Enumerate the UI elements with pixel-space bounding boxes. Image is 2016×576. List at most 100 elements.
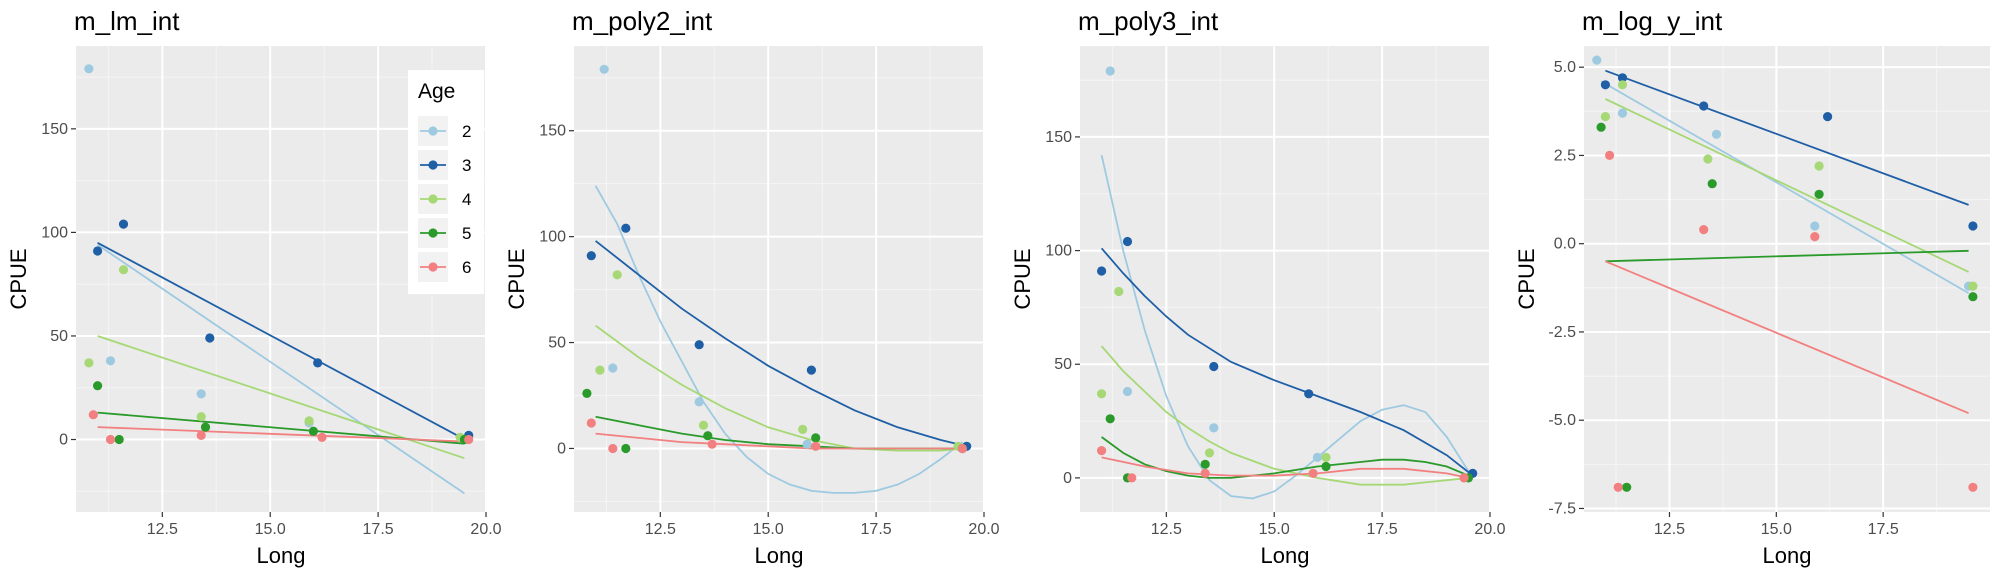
plot-background (1584, 46, 1990, 512)
panel-title: m_poly2_int (572, 6, 713, 36)
point-age-4 (595, 365, 605, 375)
y-tick-label: 2.5 (1554, 147, 1576, 164)
point-age-5 (1707, 179, 1717, 189)
y-tick-label: 0 (59, 432, 68, 449)
legend-label: 6 (462, 258, 471, 277)
point-age-3 (1122, 236, 1133, 247)
legend-key-point (428, 228, 438, 238)
point-age-2 (1312, 452, 1322, 462)
point-age-5 (1814, 189, 1824, 199)
point-age-4 (84, 358, 94, 368)
point-age-6 (105, 434, 116, 445)
panel-title: m_poly3_int (1078, 6, 1219, 36)
series-layer (582, 64, 972, 494)
x-tick-label: 15.0 (255, 521, 286, 538)
fit-line-age-4 (595, 324, 963, 452)
legend-key-point (428, 126, 438, 136)
point-age-3 (586, 251, 596, 261)
point-age-4 (118, 265, 129, 275)
y-tick-label: 150 (1045, 129, 1072, 146)
point-age-6 (464, 434, 474, 445)
x-tick-label: 15.0 (1761, 521, 1792, 538)
point-age-2 (1592, 55, 1602, 65)
point-age-6 (1968, 482, 1978, 492)
point-age-4 (1321, 452, 1331, 462)
point-age-6 (957, 443, 968, 454)
x-tick-label: 17.5 (1868, 521, 1899, 538)
legend-key-point (428, 194, 438, 204)
fit-line-age-6 (1605, 260, 1969, 415)
point-age-6 (707, 439, 717, 449)
point-age-3 (694, 340, 704, 350)
legend-item-age-6: 6 (418, 252, 471, 282)
point-age-3 (1097, 266, 1107, 276)
point-age-3 (1699, 101, 1709, 111)
point-age-5 (811, 433, 821, 443)
x-axis-title: Long (1763, 543, 1812, 568)
legend-key-point (428, 160, 438, 170)
x-tick-label: 20.0 (470, 521, 501, 538)
point-age-2 (1105, 66, 1115, 76)
plot-background (1080, 46, 1490, 512)
point-age-2 (694, 397, 704, 407)
point-age-3 (205, 333, 215, 343)
fit-line-age-6 (1101, 456, 1469, 479)
y-tick-label: 50 (548, 335, 566, 352)
fit-line-age-2 (97, 244, 465, 495)
y-tick-label: 100 (1045, 243, 1072, 260)
point-age-4 (1600, 112, 1610, 122)
legend-label: 4 (462, 190, 471, 209)
point-age-5 (1596, 122, 1606, 132)
panel-logy: m_log_y_int 12.5 15.0 17.5 -7.5 -5.0 -2.5 0.0 2.… (1514, 6, 1990, 568)
x-tick-label: 20.0 (1474, 521, 1505, 538)
point-age-6 (1097, 446, 1107, 456)
point-age-4 (1617, 80, 1628, 90)
point-age-6 (1699, 225, 1709, 235)
point-age-5 (582, 388, 592, 398)
point-age-3 (806, 365, 817, 375)
point-age-6 (88, 410, 98, 420)
point-age-4 (1204, 448, 1215, 458)
point-age-5 (1968, 292, 1978, 302)
x-axis-title: Long (257, 543, 306, 568)
point-age-3 (1600, 80, 1610, 90)
y-axis-title: CPUE (1010, 248, 1035, 309)
point-age-5 (621, 443, 631, 454)
point-age-2 (1209, 423, 1219, 433)
fit-line-age-3 (1605, 69, 1969, 206)
legend: Age 2 3 4 5 6 (408, 70, 484, 294)
point-age-3 (118, 219, 129, 229)
x-tick-label: 17.5 (1367, 521, 1398, 538)
point-age-6 (1605, 150, 1615, 160)
y-axis-title: CPUE (504, 248, 529, 309)
panel-poly2: m_poly2_int 12.5 15.0 17.5 20.0 0 50 100 150 Long… (504, 6, 1000, 568)
fit-line-age-6 (97, 426, 469, 443)
y-tick-label: 100 (539, 229, 566, 246)
fit-line-age-2 (594, 185, 963, 494)
legend-key-point (428, 262, 438, 272)
fit-line-age-6 (595, 432, 963, 450)
point-age-6 (1127, 473, 1137, 483)
x-tick-label: 12.5 (1654, 521, 1685, 538)
legend-item-age-3: 3 (418, 150, 471, 180)
fit-line-age-3 (97, 242, 470, 443)
y-tick-label: -2.5 (1548, 324, 1576, 341)
legend-label: 3 (462, 156, 471, 175)
point-age-4 (1968, 281, 1978, 291)
point-age-4 (1114, 286, 1124, 297)
x-tick-label: 12.5 (147, 521, 178, 538)
point-age-3 (1823, 112, 1833, 122)
x-axis-title: Long (755, 543, 804, 568)
point-age-6 (608, 443, 618, 454)
fit-line-age-5 (1101, 436, 1469, 479)
point-age-4 (1814, 161, 1824, 171)
y-tick-label: 0 (1063, 470, 1072, 487)
y-tick-label: 100 (41, 224, 68, 241)
point-age-5 (308, 426, 318, 436)
series-layer (1592, 55, 1978, 492)
y-tick-label: 50 (50, 328, 68, 345)
point-age-6 (196, 430, 206, 440)
point-age-2 (608, 363, 618, 373)
y-tick-label: -5.0 (1548, 412, 1576, 429)
